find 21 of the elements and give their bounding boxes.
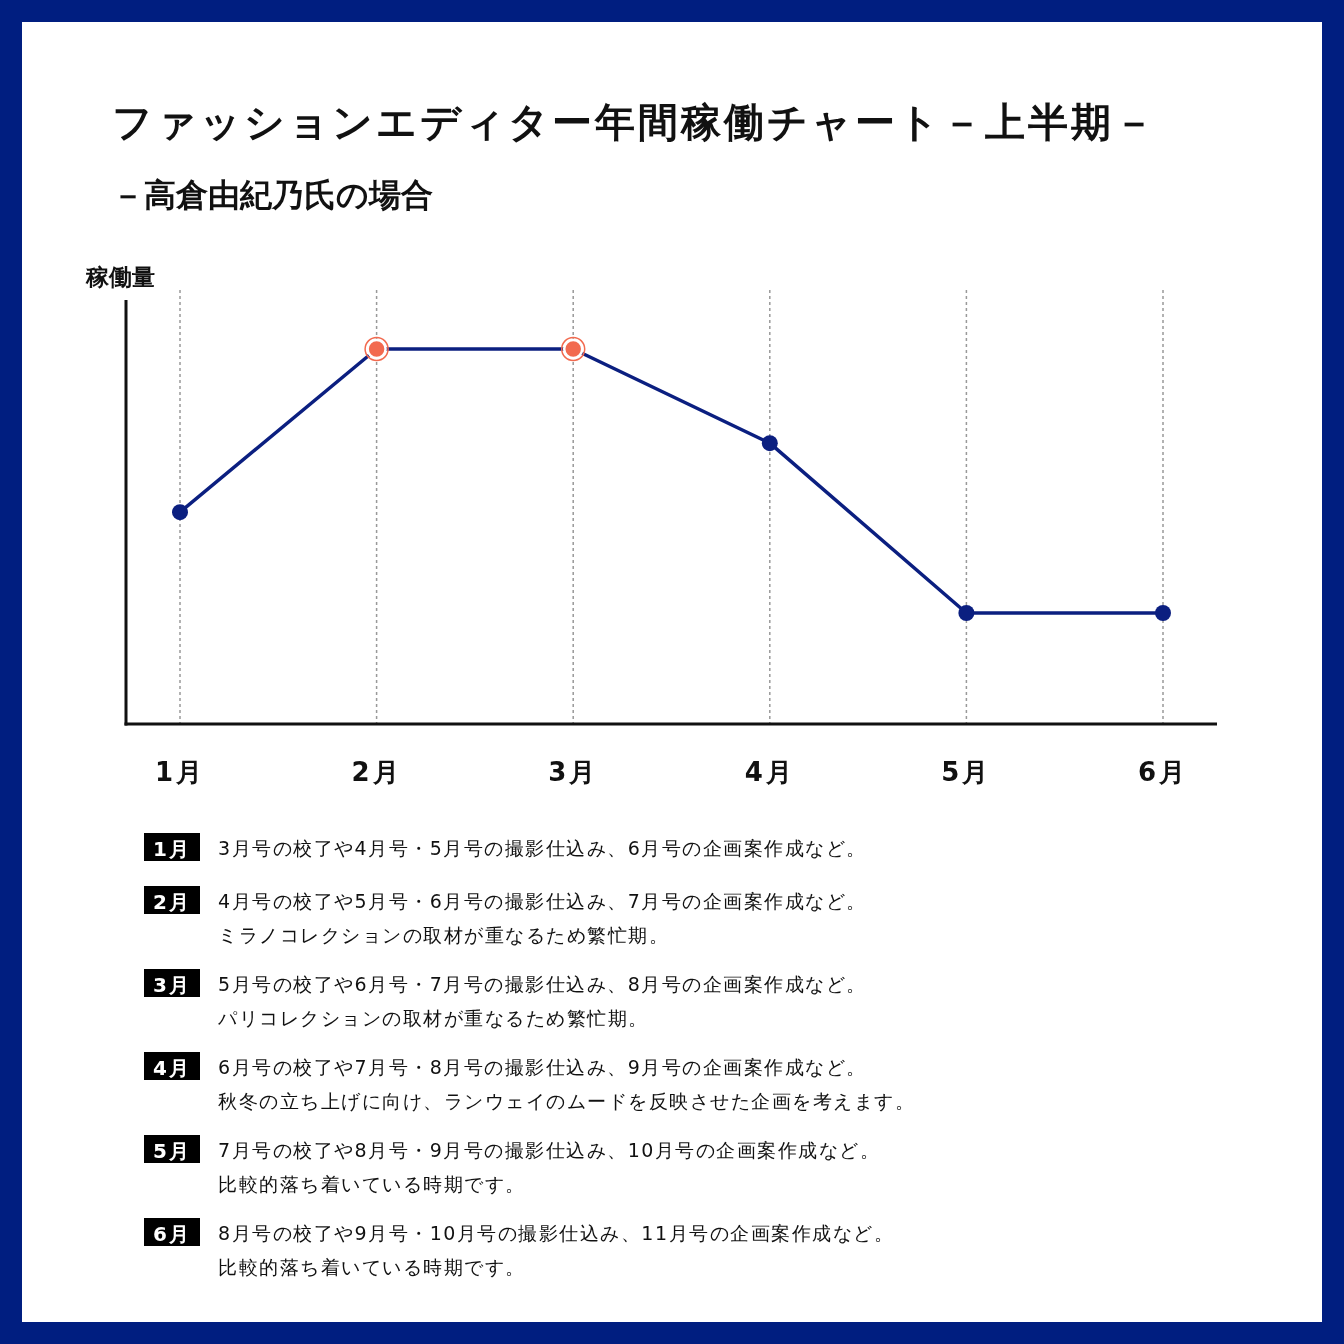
category-label: 2月 <box>153 890 191 914</box>
category-label: 1月 <box>153 837 191 861</box>
x-tick-label: 6月 <box>1137 757 1189 787</box>
x-tick-label: 2月 <box>351 757 402 787</box>
text: 8月号の校了や9月号・10月号の撮影仕込み、11月号の企画案作成など。比較的落ち着いている時期です。 <box>218 1222 895 1278</box>
x-tick-label: 4月 <box>744 757 795 787</box>
text: 5月号の校了や6月号・7月号の撮影仕込み、8月号の企画案作成など。パリコレクションの取材が重なるため繁忙期。 <box>217 973 867 1029</box>
category-label: 5月 <box>153 1139 191 1163</box>
chart-title: ファッションエディター年間稼働チャート－上半期－ <box>112 99 1157 145</box>
text: 6月号の校了や7月号・8月号の撮影仕込み、9月号の企画案作成など。秋冬の立ち上げに向け、ランウェイのムードを反映させた企画を考えます。 <box>218 1056 915 1112</box>
text: 3月号の校了や4月号・5月号の撮影仕込み、6月号の企画案作成など。 <box>218 837 867 859</box>
category-label: 3月 <box>153 973 191 997</box>
category-label: 6月 <box>153 1222 191 1246</box>
chart-subtitle: －高倉由紀乃氏の場合 <box>112 176 433 214</box>
text: 7月号の校了や8月号・9月号の撮影仕込み、10月号の企画案作成など。比較的落ち着いている時期です。 <box>218 1139 881 1195</box>
y-axis-title: 稼働量 <box>85 264 155 290</box>
x-tick-label: 1月 <box>154 757 206 787</box>
category-label: 4月 <box>153 1056 191 1080</box>
text: 4月号の校了や5月号・6月号の撮影仕込み、7月号の企画案作成など。ミラノコレクションの取材が重なるため繁忙期。 <box>218 890 867 946</box>
x-tick-label: 5月 <box>941 757 992 787</box>
x-tick-label: 3月 <box>548 757 599 787</box>
